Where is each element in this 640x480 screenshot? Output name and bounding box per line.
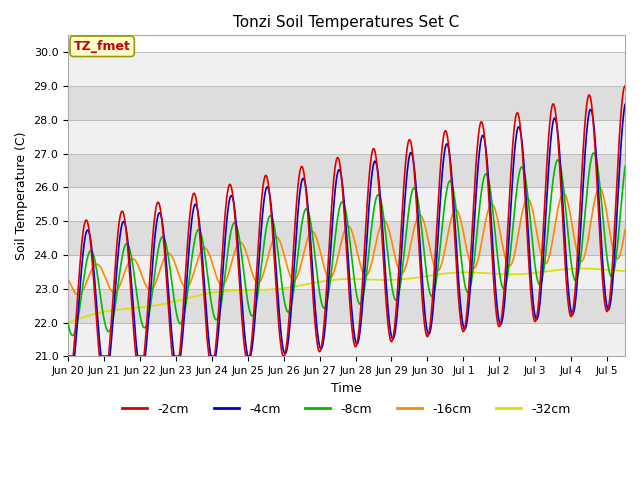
Title: Tonzi Soil Temperatures Set C: Tonzi Soil Temperatures Set C [234, 15, 460, 30]
Y-axis label: Soil Temperature (C): Soil Temperature (C) [15, 132, 28, 260]
Bar [68, 120, 625, 154]
Text: TZ_fmet: TZ_fmet [74, 40, 131, 53]
Bar [68, 187, 625, 221]
Bar [68, 154, 625, 187]
Legend: -2cm, -4cm, -8cm, -16cm, -32cm: -2cm, -4cm, -8cm, -16cm, -32cm [117, 398, 576, 420]
Bar [68, 221, 625, 255]
Bar [68, 52, 625, 86]
Bar [68, 86, 625, 120]
Bar [68, 323, 625, 356]
X-axis label: Time: Time [332, 382, 362, 395]
Bar [68, 255, 625, 289]
Bar [68, 289, 625, 323]
